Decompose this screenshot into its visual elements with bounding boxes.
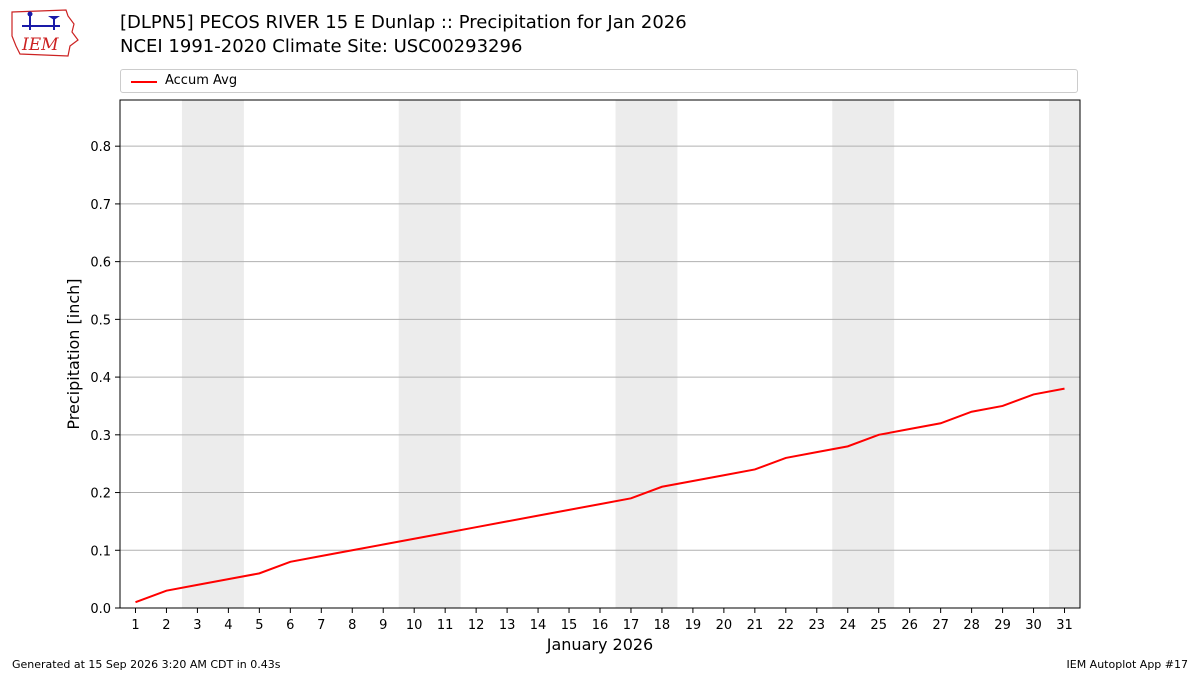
y-tick-label: 0.6 xyxy=(90,256,111,271)
x-tick-label: 21 xyxy=(747,618,764,633)
generated-note: Generated at 15 Sep 2026 3:20 AM CDT in … xyxy=(12,658,281,671)
y-axis-label: Precipitation [inch] xyxy=(64,278,83,429)
weekend-band xyxy=(398,100,461,608)
x-tick-label: 24 xyxy=(839,618,856,633)
grid-lines xyxy=(120,145,1080,609)
x-tick-label: 19 xyxy=(685,618,702,633)
legend-swatch xyxy=(131,81,157,83)
x-tick-label: 2 xyxy=(162,618,170,633)
weekend-band xyxy=(615,100,678,608)
y-tick-label: 0.8 xyxy=(90,140,111,155)
chart-subtitle: NCEI 1991-2020 Climate Site: USC00293296 xyxy=(120,36,523,57)
weekend-bands xyxy=(181,100,1080,608)
chart-title: [DLPN5] PECOS RIVER 15 E Dunlap :: Preci… xyxy=(120,12,687,33)
x-tick-label: 7 xyxy=(317,618,325,633)
x-tick-label: 1 xyxy=(131,618,139,633)
legend-label: Accum Avg xyxy=(165,73,238,88)
plot-frame xyxy=(119,99,1081,609)
series-layer xyxy=(135,387,1065,604)
logo-state-outline xyxy=(11,9,79,57)
x-tick-label: 6 xyxy=(286,618,294,633)
app-credit: IEM Autoplot App #17 xyxy=(1066,658,1189,671)
x-tick-label: 30 xyxy=(1025,618,1042,633)
y-tick-label: 0.7 xyxy=(90,198,111,213)
logo-text: IEM xyxy=(21,35,59,55)
x-tick-label: 4 xyxy=(224,618,232,633)
x-tick-label: 25 xyxy=(870,618,887,633)
x-tick-label: 18 xyxy=(654,618,671,633)
x-tick-label: 10 xyxy=(406,618,423,633)
x-tick-label: 26 xyxy=(901,618,918,633)
x-tick-label: 22 xyxy=(778,618,795,633)
x-tick-label: 31 xyxy=(1056,618,1073,633)
x-axis-label: January 2026 xyxy=(546,635,653,654)
x-tick-label: 23 xyxy=(809,618,826,633)
weekend-band xyxy=(832,100,895,608)
y-tick-label: 0.2 xyxy=(90,487,111,502)
x-tick-label: 27 xyxy=(932,618,949,633)
x-tick-label: 20 xyxy=(716,618,733,633)
x-tick-label: 5 xyxy=(255,618,263,633)
x-tick-label: 9 xyxy=(379,618,387,633)
x-tick-label: 17 xyxy=(623,618,640,633)
y-tick-label: 0.3 xyxy=(90,429,111,444)
weekend-band xyxy=(181,100,244,608)
x-tick-label: 28 xyxy=(963,618,980,633)
chart-legend: Accum Avg xyxy=(120,69,1078,93)
y-tick-label: 0.1 xyxy=(90,544,111,559)
series-line-accum-avg xyxy=(135,387,1065,604)
x-tick-label: 13 xyxy=(499,618,516,633)
y-tick-label: 0.5 xyxy=(90,313,111,328)
x-tick-label: 11 xyxy=(437,618,454,633)
iem-logo: IEM xyxy=(11,9,79,57)
weekend-band xyxy=(1049,100,1080,608)
x-tick-label: 16 xyxy=(592,618,609,633)
x-axis-ticks: 1 2 3 4 5 6 7 8 9 10 11 12 13 14 15 16 17 18 19 20 21 22 23 24 2… xyxy=(131,608,1073,633)
y-axis-ticks: 0.0 0.1 0.2 0.3 0.4 0.5 0.6 0.7 0.8 xyxy=(90,140,120,617)
x-tick-label: 29 xyxy=(994,618,1011,633)
x-tick-label: 12 xyxy=(468,618,485,633)
x-tick-label: 15 xyxy=(561,618,578,633)
y-tick-label: 0.0 xyxy=(90,602,111,617)
x-tick-label: 8 xyxy=(348,618,356,633)
y-tick-label: 0.4 xyxy=(90,371,111,386)
x-tick-label: 14 xyxy=(530,618,547,633)
x-tick-label: 3 xyxy=(193,618,201,633)
